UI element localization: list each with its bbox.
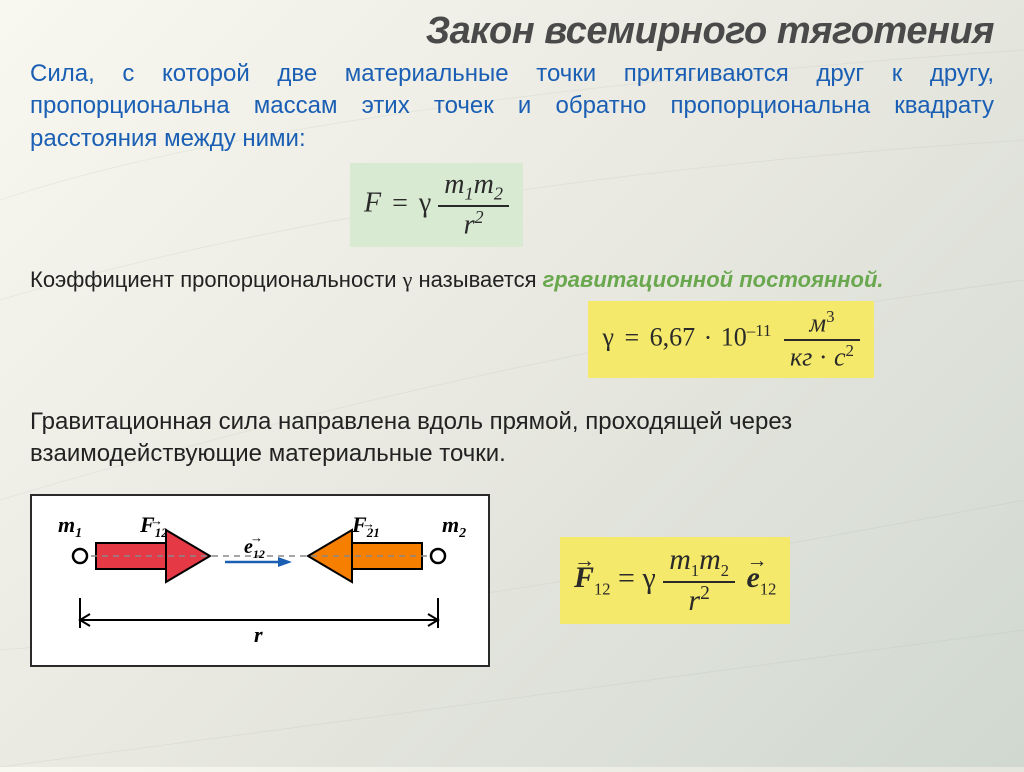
label-m2: m2: [442, 512, 466, 541]
m1-sub: 1: [465, 184, 474, 204]
unit-m-exp: 3: [826, 307, 834, 326]
label-f12-t: F12: [139, 512, 168, 540]
unit-s-exp: 2: [846, 341, 854, 360]
m2: m: [474, 169, 494, 200]
gamma-lhs: γ: [602, 323, 614, 352]
m2-sub: 2: [494, 184, 503, 204]
bottom-row: m1 → F12 → e12 → F21 m2 r F12 = γ: [30, 494, 994, 667]
main-formula: F = γ m1m2 r2: [350, 163, 523, 247]
unit-m: м: [809, 309, 826, 338]
vec-e: e: [747, 561, 760, 595]
formula-fraction: m1m2 r2: [438, 169, 509, 241]
m1: m: [444, 169, 464, 200]
point-m1: [73, 549, 87, 563]
vec-eq: =: [618, 561, 642, 594]
r-exp: 2: [475, 207, 484, 227]
r: r: [464, 209, 475, 240]
vm1s: 1: [691, 561, 699, 580]
label-m1: m1: [58, 512, 82, 541]
content-area: Сила, с которой две материальные точки п…: [0, 58, 1024, 667]
diagram-svg: m1 → F12 → e12 → F21 m2 r: [50, 510, 470, 650]
gamma-value-formula: γ = 6,67 · 10–11 м3 кг · с2: [588, 301, 874, 378]
definition-text: Сила, с которой две материальные точки п…: [30, 58, 994, 155]
coeff-mid: называется: [419, 267, 543, 292]
point-m2: [431, 549, 445, 563]
vm2s: 2: [721, 561, 729, 580]
vm2: m: [699, 543, 721, 576]
vec-e-sub: 12: [760, 579, 777, 598]
gamma-value-wrap: γ = 6,67 · 10–11 м3 кг · с2: [30, 301, 994, 378]
unit-s: с: [834, 342, 846, 371]
gamma-dot: ·: [704, 323, 713, 352]
vr: r: [688, 584, 700, 617]
vec-F-sub: 12: [594, 579, 611, 598]
gamma-base: 10: [721, 323, 747, 352]
gamma-unit-frac: м3 кг · с2: [784, 307, 860, 372]
unit-dot: ·: [819, 342, 828, 371]
coeff-gamma: γ: [403, 267, 413, 292]
gamma-mantissa: 6,67: [650, 323, 696, 352]
vec-F: F: [574, 561, 594, 595]
vector-formula: F12 = γ m1m2 r2 e12: [560, 537, 790, 624]
force-diagram: m1 → F12 → e12 → F21 m2 r: [30, 494, 490, 667]
formula-eq: =: [392, 188, 408, 219]
formula-gamma: γ: [419, 188, 431, 219]
unit-kg: кг: [790, 342, 812, 371]
vre: 2: [700, 583, 710, 604]
formula-F: F: [364, 188, 381, 219]
grav-constant-term: гравитационной постоянной.: [543, 267, 884, 292]
gamma-exp: –11: [747, 321, 772, 340]
label-r: r: [254, 622, 263, 647]
vm1: m: [669, 543, 691, 576]
page-title: Закон всемирного тяготения: [0, 0, 1024, 58]
coeff-pre: Коэффициент пропорциональности: [30, 267, 403, 292]
vec-frac: m1m2 r2: [663, 543, 735, 618]
coefficient-line: Коэффициент пропорциональности γ называе…: [30, 267, 994, 293]
vec-gamma: γ: [642, 561, 655, 594]
gamma-eq: =: [624, 323, 639, 352]
direction-text: Гравитационная сила направлена вдоль пря…: [30, 406, 994, 468]
label-f21: F21: [351, 512, 380, 540]
vector-formula-wrap: F12 = γ m1m2 r2 e12: [560, 537, 790, 624]
